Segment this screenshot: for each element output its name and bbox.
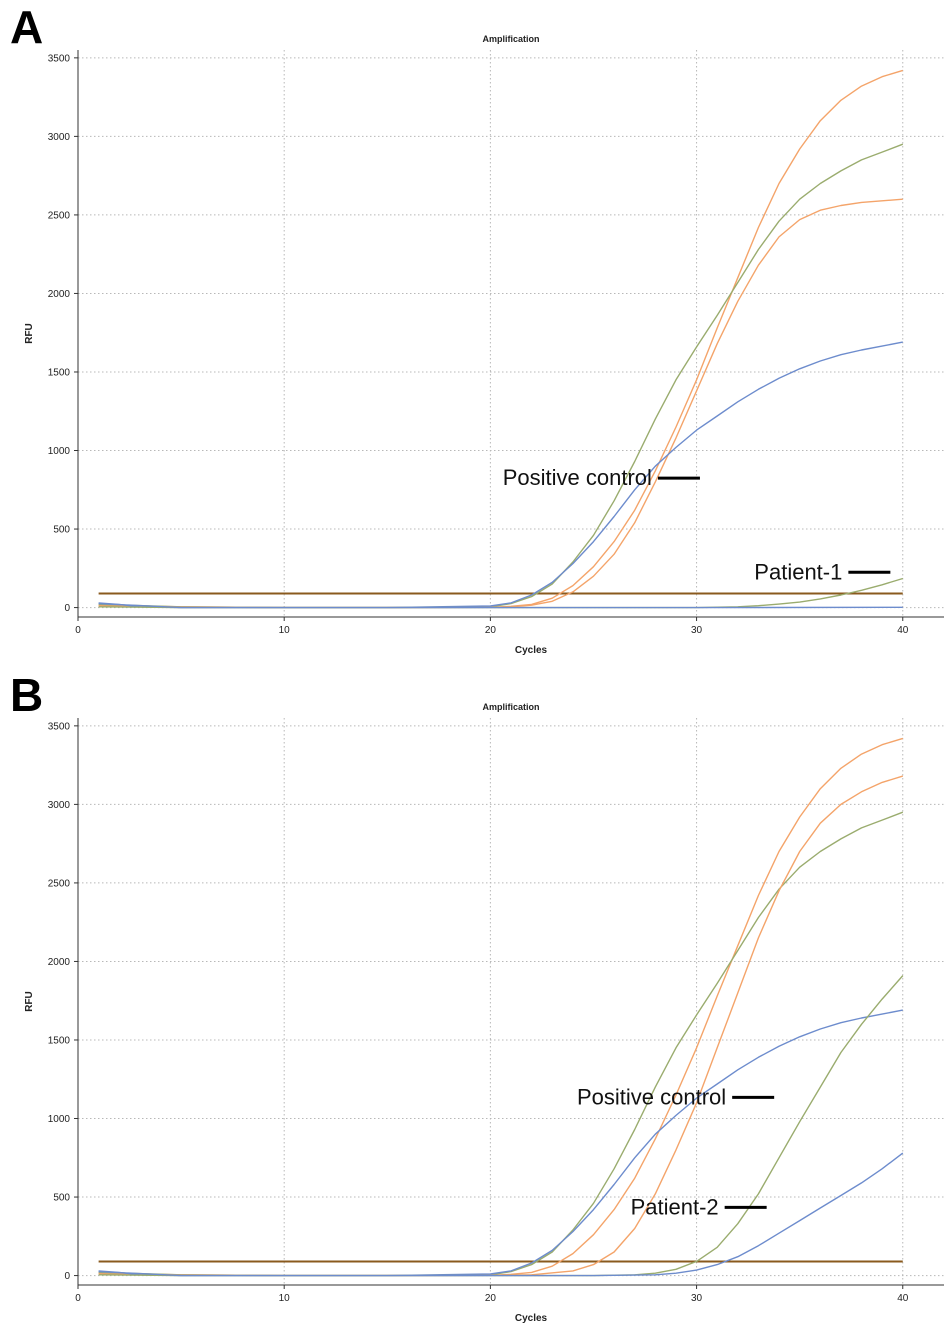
y-axis-label: RFU xyxy=(24,323,35,344)
amplification-chart-a: Amplification 0 10 20 30 40 0 500 1000 1500 2000 25… xyxy=(24,34,944,656)
chart-title: Amplification xyxy=(482,702,539,712)
amplification-curve-1 xyxy=(98,69,904,609)
x-axis-label: Cycles xyxy=(515,645,548,656)
y-tick-label: 0 xyxy=(64,603,70,614)
amplification-curve-4 xyxy=(98,1009,903,1277)
y-tick-label: 500 xyxy=(53,1193,70,1204)
annotation-label-1: Positive control xyxy=(503,465,652,490)
x-tick-label: 10 xyxy=(279,625,291,636)
annotation-label-2: Patient-1 xyxy=(754,559,842,584)
x-tick-label: 40 xyxy=(897,625,909,636)
amplification-curve-2 xyxy=(98,811,904,1277)
y-tick-label: 1500 xyxy=(48,1035,71,1046)
y-tick-label: 2500 xyxy=(48,878,71,889)
y-tick-label: 0 xyxy=(64,1271,70,1282)
amplification-curve-1 xyxy=(98,737,904,1277)
x-tick-label: 40 xyxy=(897,1293,909,1304)
y-tick-label: 1000 xyxy=(48,1114,71,1125)
annotation-label-1: Positive control xyxy=(577,1084,726,1109)
x-tick-label: 20 xyxy=(485,1293,497,1304)
amplification-curve-6 xyxy=(98,602,903,609)
y-tick-label: 2500 xyxy=(48,210,71,221)
y-tick-label: 2000 xyxy=(48,289,71,300)
x-tick-label: 30 xyxy=(691,625,703,636)
y-tick-label: 2000 xyxy=(48,957,71,968)
amplification-curve-3 xyxy=(98,198,903,609)
panel-letter-a: A xyxy=(10,1,44,53)
x-tick-label: 10 xyxy=(279,1293,291,1304)
y-tick-label: 3500 xyxy=(48,721,71,732)
amplification-curve-3 xyxy=(98,775,904,1277)
x-tick-label: 20 xyxy=(485,625,497,636)
amplification-curve-2 xyxy=(98,143,904,609)
amplification-chart-b: Amplification 0 10 20 30 40 0 500 1000 1500 2000 25… xyxy=(24,702,944,1324)
y-axis-label: RFU xyxy=(24,991,35,1012)
x-tick-label: 0 xyxy=(75,625,81,636)
chart-title: Amplification xyxy=(482,34,539,44)
y-tick-label: 500 xyxy=(53,525,70,536)
x-tick-label: 0 xyxy=(75,1293,81,1304)
x-axis-label: Cycles xyxy=(515,1313,548,1324)
y-tick-label: 1500 xyxy=(48,367,71,378)
amplification-curve-6 xyxy=(98,1152,904,1277)
x-tick-label: 30 xyxy=(691,1293,703,1304)
panel-letter-b: B xyxy=(10,669,44,721)
y-tick-label: 1000 xyxy=(48,446,71,457)
annotation-label-2: Patient-2 xyxy=(631,1194,719,1219)
y-tick-label: 3000 xyxy=(48,800,71,811)
y-tick-label: 3500 xyxy=(48,53,71,64)
y-tick-label: 3000 xyxy=(48,132,71,143)
